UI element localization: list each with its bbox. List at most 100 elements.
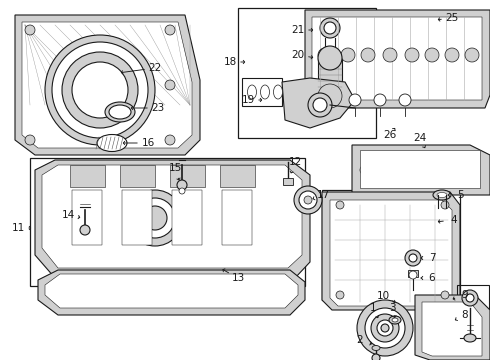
Polygon shape [330,200,452,306]
Circle shape [357,300,413,356]
Bar [70,165,105,187]
Circle shape [336,291,344,299]
Circle shape [371,314,399,342]
Circle shape [299,191,317,209]
Text: 7: 7 [429,253,435,263]
Bar [30,158,305,286]
Text: 12: 12 [289,157,302,167]
Circle shape [410,165,420,175]
Circle shape [435,165,445,175]
Polygon shape [15,15,200,155]
Circle shape [179,188,185,194]
Circle shape [465,48,479,62]
Circle shape [366,179,374,187]
Ellipse shape [261,85,270,99]
Text: 11: 11 [11,223,24,233]
Text: 24: 24 [414,133,427,143]
Text: 10: 10 [376,291,390,301]
Circle shape [361,48,375,62]
Bar [322,190,460,300]
Circle shape [405,48,419,62]
Circle shape [385,165,395,175]
Text: 18: 18 [223,57,237,67]
Bar [120,165,155,187]
Bar [220,165,255,187]
Circle shape [425,48,439,62]
Ellipse shape [105,102,135,122]
Circle shape [72,62,128,118]
Circle shape [441,179,449,187]
Circle shape [374,94,386,106]
Bar [172,190,202,245]
Circle shape [445,48,459,62]
Circle shape [409,254,417,262]
Circle shape [341,48,355,62]
Circle shape [177,180,187,190]
Polygon shape [422,302,482,356]
Circle shape [143,206,167,230]
Circle shape [324,22,336,34]
Ellipse shape [109,105,131,119]
Circle shape [462,290,478,306]
Ellipse shape [392,318,398,322]
Text: 26: 26 [383,130,396,140]
Circle shape [377,320,393,336]
Bar [242,78,282,106]
Text: 15: 15 [169,163,182,173]
Text: 23: 23 [151,103,165,113]
Bar [457,285,489,345]
Circle shape [372,354,380,360]
Text: 17: 17 [317,190,330,200]
Circle shape [441,291,449,299]
Polygon shape [35,160,310,278]
Polygon shape [42,165,302,268]
Circle shape [416,179,424,187]
Ellipse shape [97,135,127,152]
Polygon shape [352,145,490,195]
Text: 22: 22 [148,63,162,73]
Polygon shape [45,274,298,308]
Text: 20: 20 [292,50,305,60]
Circle shape [349,94,361,106]
Polygon shape [22,22,192,148]
Circle shape [405,250,421,266]
Polygon shape [38,270,305,315]
Circle shape [318,48,332,62]
Circle shape [25,25,35,35]
Bar [72,190,102,245]
Circle shape [313,98,327,112]
Circle shape [336,201,344,209]
Circle shape [381,324,389,332]
Circle shape [52,42,148,138]
Text: 21: 21 [292,25,305,35]
Text: 2: 2 [357,335,363,345]
Ellipse shape [273,85,283,99]
Polygon shape [282,78,355,128]
Ellipse shape [464,334,476,342]
Ellipse shape [437,193,447,198]
Ellipse shape [389,316,401,324]
Polygon shape [415,295,490,360]
Circle shape [294,186,322,214]
Circle shape [318,84,342,108]
Circle shape [466,294,474,302]
Text: 14: 14 [61,210,74,220]
Text: 6: 6 [429,273,435,283]
Bar [318,58,342,96]
Circle shape [441,201,449,209]
Circle shape [165,25,175,35]
Text: 8: 8 [462,310,468,320]
Ellipse shape [247,85,256,99]
Bar [222,190,252,245]
Ellipse shape [433,190,451,200]
Circle shape [409,271,417,279]
Bar [122,190,152,245]
Text: 5: 5 [457,190,464,200]
Bar [283,178,293,185]
Bar [408,270,418,277]
Circle shape [25,135,35,145]
Circle shape [80,225,90,235]
Circle shape [304,196,312,204]
Text: 4: 4 [451,215,457,225]
Circle shape [360,165,370,175]
